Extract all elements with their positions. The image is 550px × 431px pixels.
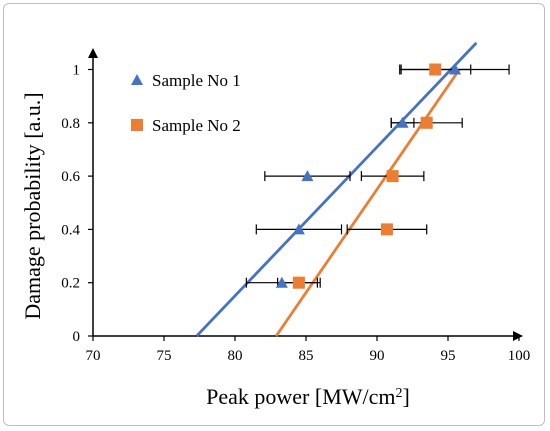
sample1-point <box>449 63 462 75</box>
sample2-fit-line <box>275 68 461 337</box>
sample2-legend-marker <box>131 119 143 131</box>
y-tick-label: 0.2 <box>61 276 80 292</box>
sample2-point <box>386 170 399 183</box>
y-tick-label: 0.6 <box>61 169 80 185</box>
x-tick-label: 80 <box>228 348 243 364</box>
sample1-point <box>396 116 409 128</box>
x-axis-arrow <box>513 331 523 341</box>
y-tick-label: 0 <box>73 329 81 345</box>
x-tick-label: 100 <box>508 348 531 364</box>
x-tick-label: 70 <box>86 348 101 364</box>
x-axis-title: Peak power [MW/cm2] <box>206 384 410 409</box>
sample1-legend-label: Sample No 1 <box>152 71 241 90</box>
sample1-point <box>301 170 314 182</box>
sample2-point <box>292 276 305 289</box>
sample1-point <box>292 223 305 235</box>
error-bars <box>245 64 510 288</box>
y-axis-arrow <box>88 48 98 58</box>
sample2-point <box>380 223 393 236</box>
x-tick-label: 90 <box>370 348 385 364</box>
y-tick-label: 1 <box>73 63 81 79</box>
axes <box>88 48 523 341</box>
sample1-legend-marker <box>131 74 143 85</box>
x-tick-label: 95 <box>441 348 456 364</box>
data-points <box>275 63 462 289</box>
fit-lines <box>195 41 478 337</box>
tick-labels: 0 0.2 0.4 0.6 0.8 1 70 75 80 85 90 95 100 <box>61 63 530 365</box>
sample2-point <box>429 63 442 76</box>
legend: Sample No 1 Sample No 2 <box>131 71 241 135</box>
sample1-point <box>275 276 288 288</box>
sample1-fit-line <box>195 41 478 337</box>
sample2-legend-label: Sample No 2 <box>152 116 241 135</box>
x-tick-label: 85 <box>299 348 314 364</box>
y-axis-title: Damage probability [a.u.] <box>20 92 45 319</box>
sample2-point <box>420 116 433 129</box>
y-tick-label: 0.4 <box>61 222 80 238</box>
y-tick-label: 0.8 <box>61 116 80 132</box>
x-tick-label: 75 <box>157 348 172 364</box>
